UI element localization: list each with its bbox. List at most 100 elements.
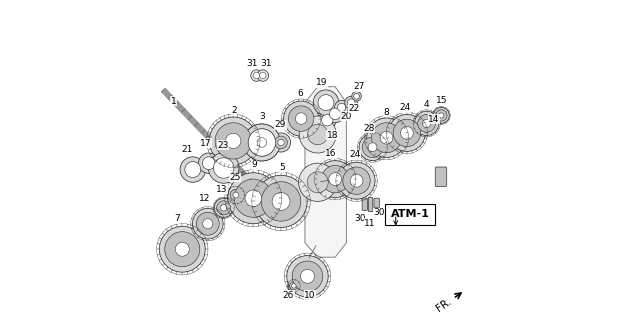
Circle shape [296, 113, 307, 124]
Circle shape [203, 157, 215, 170]
Circle shape [215, 123, 252, 159]
Circle shape [185, 162, 201, 178]
Text: 28: 28 [363, 124, 374, 132]
Text: 30: 30 [355, 214, 366, 223]
Circle shape [423, 119, 431, 127]
Text: 14: 14 [428, 115, 440, 124]
Circle shape [318, 95, 334, 111]
Circle shape [335, 100, 348, 115]
Circle shape [243, 124, 281, 161]
Text: 2: 2 [231, 106, 237, 115]
Circle shape [321, 115, 333, 126]
Text: 18: 18 [326, 131, 338, 140]
Circle shape [245, 190, 262, 206]
Circle shape [362, 137, 382, 157]
Circle shape [347, 99, 355, 107]
Circle shape [418, 115, 435, 132]
Circle shape [317, 161, 353, 197]
Text: 6: 6 [298, 89, 303, 98]
Circle shape [338, 162, 375, 199]
Circle shape [287, 256, 328, 297]
Text: 19: 19 [316, 78, 327, 87]
Circle shape [308, 124, 328, 145]
Circle shape [243, 124, 281, 161]
Circle shape [278, 139, 284, 146]
Circle shape [253, 72, 260, 79]
Circle shape [435, 110, 447, 121]
Circle shape [228, 187, 244, 203]
Circle shape [272, 193, 290, 210]
Text: 3: 3 [260, 112, 265, 121]
FancyBboxPatch shape [374, 198, 379, 208]
Circle shape [175, 242, 189, 256]
Text: 21: 21 [181, 145, 192, 154]
Text: 25: 25 [229, 173, 240, 182]
Text: 10: 10 [304, 291, 316, 300]
Circle shape [248, 129, 276, 156]
Text: 24: 24 [349, 150, 360, 159]
Circle shape [299, 163, 337, 201]
Text: 31: 31 [247, 59, 258, 68]
Circle shape [192, 208, 223, 239]
Circle shape [313, 90, 338, 116]
Circle shape [343, 167, 370, 195]
Text: 8: 8 [384, 108, 389, 117]
Polygon shape [305, 87, 347, 257]
Circle shape [415, 111, 439, 135]
Text: 30: 30 [374, 208, 385, 217]
Circle shape [251, 70, 262, 81]
Circle shape [226, 133, 241, 148]
FancyBboxPatch shape [435, 167, 447, 187]
Circle shape [288, 280, 299, 292]
Circle shape [261, 182, 301, 221]
Circle shape [352, 92, 361, 101]
Circle shape [272, 133, 291, 152]
Circle shape [255, 175, 307, 228]
Circle shape [368, 143, 377, 152]
Text: 13: 13 [216, 185, 228, 194]
Circle shape [318, 111, 336, 129]
Circle shape [228, 173, 279, 224]
Text: 4: 4 [423, 100, 429, 109]
Text: 24: 24 [399, 103, 411, 112]
Text: 31: 31 [260, 59, 272, 68]
Circle shape [345, 96, 357, 109]
Text: 11: 11 [364, 219, 376, 228]
Circle shape [257, 70, 269, 81]
Circle shape [330, 108, 341, 120]
Text: ATM-1: ATM-1 [391, 209, 430, 219]
Circle shape [230, 189, 242, 201]
Circle shape [209, 117, 257, 165]
Circle shape [180, 157, 206, 182]
Circle shape [213, 158, 234, 178]
Circle shape [292, 261, 323, 292]
Circle shape [401, 126, 413, 139]
Text: 22: 22 [348, 104, 360, 113]
Circle shape [216, 201, 231, 215]
Circle shape [159, 226, 205, 272]
Circle shape [439, 113, 444, 118]
Circle shape [359, 134, 386, 161]
Circle shape [393, 119, 421, 147]
Circle shape [199, 153, 219, 173]
Text: 23: 23 [217, 140, 228, 149]
Circle shape [307, 172, 328, 193]
Circle shape [284, 101, 319, 136]
Text: 9: 9 [251, 160, 257, 169]
Circle shape [367, 118, 406, 157]
Circle shape [299, 116, 336, 153]
Text: 29: 29 [275, 120, 286, 130]
Text: FR.: FR. [435, 296, 454, 314]
Text: 5: 5 [279, 164, 285, 172]
Text: 17: 17 [200, 139, 211, 148]
Circle shape [257, 138, 267, 147]
Circle shape [289, 282, 298, 290]
Circle shape [337, 103, 346, 112]
Circle shape [292, 284, 296, 288]
Circle shape [221, 204, 227, 211]
Circle shape [389, 115, 425, 151]
Circle shape [372, 123, 401, 153]
Text: 12: 12 [199, 194, 210, 204]
Circle shape [165, 232, 200, 267]
Circle shape [203, 219, 213, 229]
